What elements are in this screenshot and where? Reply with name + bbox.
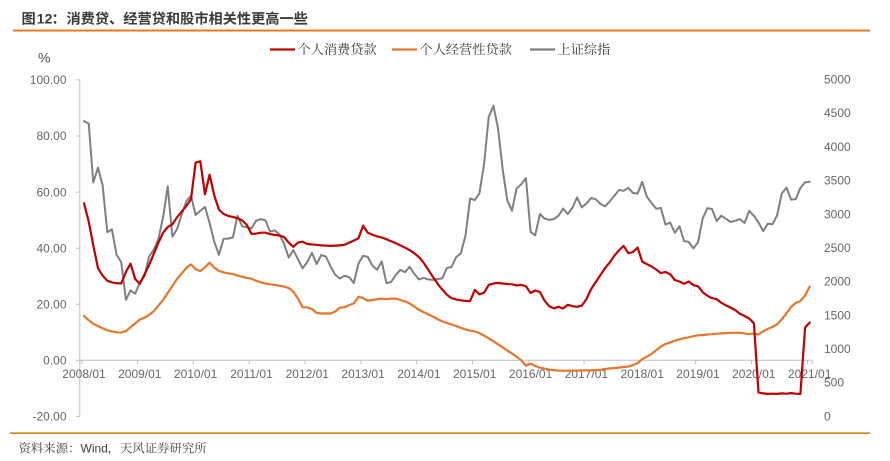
svg-text:2011/01: 2011/01	[230, 367, 273, 381]
svg-text:2020/01: 2020/01	[732, 367, 776, 381]
svg-text:2021/01: 2021/01	[788, 367, 832, 381]
svg-text:2013/01: 2013/01	[341, 367, 385, 381]
svg-text:12: 12	[37, 11, 53, 27]
svg-text:2015/01: 2015/01	[453, 367, 497, 381]
svg-text:2010/01: 2010/01	[174, 367, 218, 381]
svg-text:60.00: 60.00	[36, 185, 66, 199]
svg-text:2016/01: 2016/01	[509, 367, 553, 381]
svg-text:%: %	[38, 50, 50, 66]
svg-text:2018/01: 2018/01	[621, 367, 665, 381]
svg-text:4500: 4500	[824, 106, 851, 120]
svg-text:20.00: 20.00	[36, 297, 66, 311]
svg-text:2009/01: 2009/01	[118, 367, 162, 381]
svg-text:2019/01: 2019/01	[676, 367, 720, 381]
svg-text:4000: 4000	[824, 140, 851, 154]
svg-text:0: 0	[824, 409, 831, 423]
svg-text:3500: 3500	[824, 174, 851, 188]
svg-text:500: 500	[824, 376, 844, 390]
svg-text:2008/01: 2008/01	[62, 367, 106, 381]
svg-text:2500: 2500	[824, 241, 851, 255]
svg-text:-20.00: -20.00	[32, 410, 66, 424]
svg-text:3000: 3000	[824, 207, 851, 221]
svg-text:40.00: 40.00	[36, 241, 66, 255]
svg-text:2012/01: 2012/01	[286, 367, 330, 381]
svg-text:1500: 1500	[824, 308, 851, 322]
svg-text:1000: 1000	[824, 342, 851, 356]
svg-text:80.00: 80.00	[36, 129, 66, 143]
svg-text:Wind: Wind	[81, 442, 108, 456]
svg-text:5000: 5000	[824, 73, 851, 87]
svg-text:0.00: 0.00	[43, 354, 67, 368]
svg-text:2000: 2000	[824, 275, 851, 289]
svg-text:2014/01: 2014/01	[397, 367, 441, 381]
svg-text:100.00: 100.00	[30, 73, 67, 87]
